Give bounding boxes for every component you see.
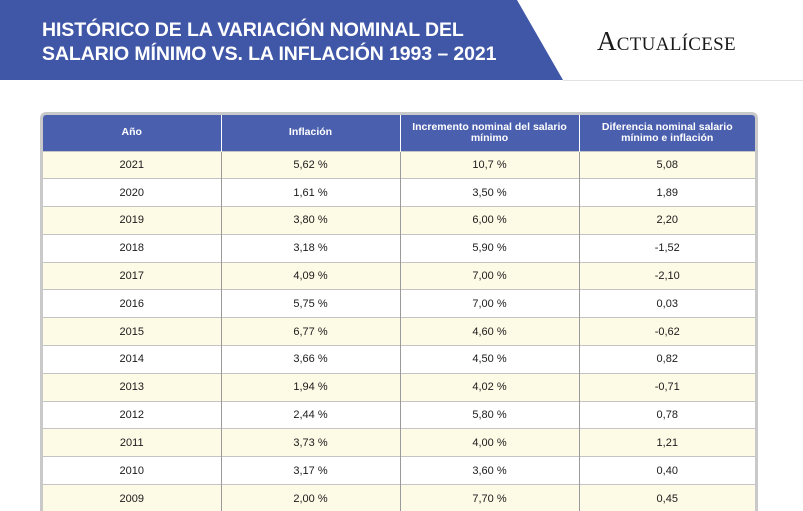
- cell-inflation: 3,80 %: [220, 206, 400, 235]
- header-divider: [563, 80, 803, 81]
- table-row: 2021 5,62 % 10,7 % 5,08: [43, 150, 755, 179]
- cell-difference: 1,89: [578, 178, 755, 207]
- column-header-wage-increase: Incremento nominal del salario mínimo: [399, 115, 579, 151]
- cell-inflation: 2,44 %: [220, 400, 400, 429]
- page-title: HISTÓRICO DE LA VARIACIÓN NOMINAL DEL SA…: [42, 19, 497, 65]
- cell-wage-increase: 4,50 %: [399, 345, 579, 374]
- cell-difference: 0,82: [578, 345, 755, 374]
- cell-difference: 0,03: [578, 289, 755, 318]
- cell-wage-increase: 10,7 %: [399, 150, 579, 179]
- cell-inflation: 3,73 %: [220, 428, 400, 457]
- data-table-container: Año Inflación Incremento nominal del sal…: [40, 112, 758, 511]
- cell-inflation: 3,18 %: [220, 233, 400, 263]
- cell-wage-increase: 7,70 %: [399, 484, 579, 511]
- table-row: 2017 4,09 % 7,00 % -2,10: [43, 261, 755, 290]
- salary-inflation-table: Año Inflación Incremento nominal del sal…: [43, 115, 755, 511]
- cell-inflation: 2,00 %: [220, 484, 400, 511]
- table-header-row: Año Inflación Incremento nominal del sal…: [43, 115, 755, 151]
- column-header-difference: Diferencia nominal salario mínimo e infl…: [578, 115, 755, 151]
- column-header-year: Año: [43, 115, 221, 151]
- cell-difference: 0,78: [578, 400, 755, 429]
- cell-inflation: 4,09 %: [220, 261, 400, 290]
- cell-inflation: 3,66 %: [220, 345, 400, 374]
- title-banner: [0, 0, 563, 80]
- cell-difference: -2,10: [578, 261, 755, 290]
- table-row: 2012 2,44 % 5,80 % 0,78: [43, 400, 755, 429]
- table-row: 2011 3,73 % 4,00 % 1,21: [43, 428, 755, 457]
- cell-year: 2021: [43, 150, 221, 179]
- cell-difference: 1,21: [578, 428, 755, 457]
- cell-difference: 0,45: [578, 484, 755, 511]
- cell-wage-increase: 5,80 %: [399, 400, 579, 429]
- cell-difference: -0,62: [578, 317, 755, 346]
- cell-wage-increase: 5,90 %: [399, 233, 579, 263]
- cell-year: 2020: [43, 178, 221, 207]
- cell-inflation: 6,77 %: [220, 317, 400, 346]
- table-row: 2009 2,00 % 7,70 % 0,45: [43, 484, 755, 511]
- cell-difference: 5,08: [578, 150, 755, 179]
- cell-inflation: 1,94 %: [220, 372, 400, 402]
- cell-wage-increase: 4,60 %: [399, 317, 579, 346]
- table-row: 2020 1,61 % 3,50 % 1,89: [43, 178, 755, 207]
- table-row: 2019 3,80 % 6,00 % 2,20: [43, 206, 755, 235]
- cell-year: 2011: [43, 428, 221, 457]
- cell-wage-increase: 4,00 %: [399, 428, 579, 457]
- table-row: 2016 5,75 % 7,00 % 0,03: [43, 289, 755, 318]
- cell-wage-increase: 3,60 %: [399, 456, 579, 485]
- cell-year: 2012: [43, 400, 221, 429]
- table-row: 2015 6,77 % 4,60 % -0,62: [43, 317, 755, 346]
- table-body: 2021 5,62 % 10,7 % 5,08 2020 1,61 % 3,50 % 1,89…: [43, 150, 755, 511]
- cell-year: 2010: [43, 456, 221, 485]
- cell-wage-increase: 7,00 %: [399, 289, 579, 318]
- table-row: 2013 1,94 % 4,02 % -0,71: [43, 372, 755, 402]
- cell-year: 2019: [43, 206, 221, 235]
- cell-year: 2014: [43, 345, 221, 374]
- cell-inflation: 5,75 %: [220, 289, 400, 318]
- table-row: 2010 3,17 % 3,60 % 0,40: [43, 456, 755, 485]
- cell-wage-increase: 6,00 %: [399, 206, 579, 235]
- cell-year: 2016: [43, 289, 221, 318]
- cell-inflation: 5,62 %: [220, 150, 400, 179]
- brand-logo: Actualícese: [597, 26, 736, 56]
- cell-year: 2009: [43, 484, 221, 511]
- table-row: 2014 3,66 % 4,50 % 0,82: [43, 345, 755, 374]
- cell-year: 2013: [43, 372, 221, 402]
- cell-wage-increase: 4,02 %: [399, 372, 579, 402]
- cell-year: 2018: [43, 233, 221, 263]
- cell-difference: -0,71: [578, 372, 755, 402]
- cell-wage-increase: 3,50 %: [399, 178, 579, 207]
- column-header-inflation: Inflación: [220, 115, 400, 151]
- cell-difference: -1,52: [578, 233, 755, 263]
- cell-year: 2015: [43, 317, 221, 346]
- cell-year: 2017: [43, 261, 221, 290]
- cell-inflation: 3,17 %: [220, 456, 400, 485]
- cell-inflation: 1,61 %: [220, 178, 400, 207]
- cell-wage-increase: 7,00 %: [399, 261, 579, 290]
- cell-difference: 0,40: [578, 456, 755, 485]
- cell-difference: 2,20: [578, 206, 755, 235]
- table-row: 2018 3,18 % 5,90 % -1,52: [43, 233, 755, 263]
